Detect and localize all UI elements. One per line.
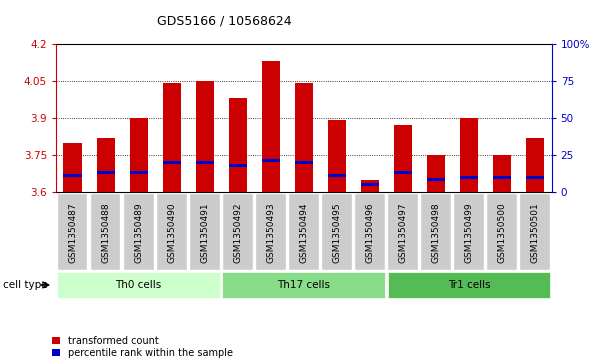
Text: Th17 cells: Th17 cells [277, 280, 330, 290]
Bar [394, 125, 412, 192]
Bar [526, 138, 544, 192]
Bar [64, 174, 81, 176]
Text: GSM1350493: GSM1350493 [266, 202, 276, 263]
Bar [361, 183, 379, 187]
Bar [295, 83, 313, 192]
Bar [97, 138, 114, 192]
Text: GSM1350498: GSM1350498 [431, 202, 441, 263]
Bar [460, 176, 478, 179]
Text: cell type: cell type [3, 280, 48, 290]
Bar [130, 171, 148, 174]
Text: GSM1350491: GSM1350491 [200, 202, 209, 263]
Text: GSM1350496: GSM1350496 [365, 202, 375, 263]
Bar [493, 155, 511, 192]
Bar [97, 171, 114, 174]
Text: Th0 cells: Th0 cells [116, 280, 162, 290]
Bar [493, 176, 511, 179]
Bar [262, 61, 280, 192]
Bar [229, 98, 247, 192]
Text: GSM1350501: GSM1350501 [530, 202, 540, 263]
Bar [427, 155, 445, 192]
Bar [196, 161, 214, 164]
Bar [196, 81, 214, 192]
Text: GSM1350489: GSM1350489 [134, 202, 143, 263]
Text: Tr1 cells: Tr1 cells [448, 280, 490, 290]
Bar [361, 180, 379, 192]
Bar [427, 179, 445, 182]
Text: GDS5166 / 10568624: GDS5166 / 10568624 [157, 15, 291, 28]
Text: GSM1350487: GSM1350487 [68, 202, 77, 263]
Text: GSM1350500: GSM1350500 [497, 202, 507, 263]
Bar [460, 118, 478, 192]
Bar [262, 159, 280, 162]
Legend: transformed count, percentile rank within the sample: transformed count, percentile rank withi… [52, 336, 232, 358]
Bar [163, 161, 181, 164]
Text: GSM1350499: GSM1350499 [464, 202, 474, 263]
Bar [130, 118, 148, 192]
Text: GSM1350492: GSM1350492 [233, 202, 242, 262]
Text: GSM1350495: GSM1350495 [332, 202, 342, 263]
Bar [295, 161, 313, 164]
Bar [394, 171, 412, 174]
Bar [328, 174, 346, 176]
Bar [229, 164, 247, 167]
Text: GSM1350494: GSM1350494 [299, 202, 309, 262]
Bar [328, 121, 346, 192]
Bar [64, 143, 81, 192]
Text: GSM1350497: GSM1350497 [398, 202, 408, 263]
Bar [526, 176, 544, 179]
Text: GSM1350490: GSM1350490 [167, 202, 176, 263]
Bar [163, 83, 181, 192]
Text: GSM1350488: GSM1350488 [101, 202, 110, 263]
